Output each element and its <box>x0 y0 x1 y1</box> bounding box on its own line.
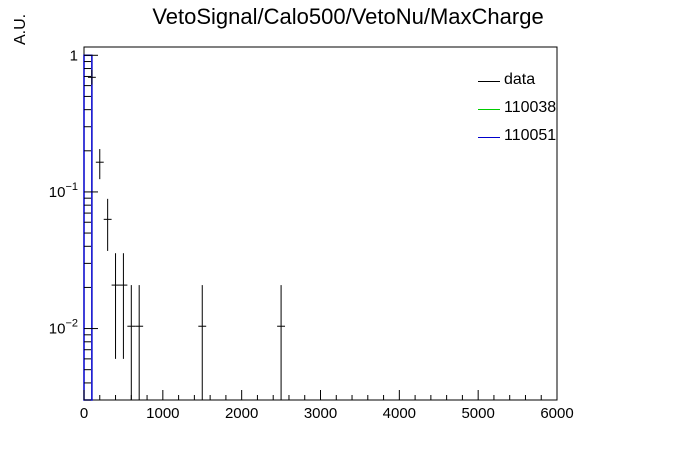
legend-line-110038 <box>478 109 500 110</box>
legend-label-data: data <box>504 71 536 88</box>
data-point <box>198 285 207 400</box>
data-point <box>119 253 128 359</box>
x-tick-label: 4000 <box>383 405 416 422</box>
data-point <box>111 253 120 359</box>
legend-line-data <box>478 81 500 82</box>
legend-line-110051 <box>478 137 500 138</box>
series-110051-bar <box>83 54 93 401</box>
x-tick-label: 5000 <box>461 405 494 422</box>
legend-item-110051: 110051 <box>476 124 586 152</box>
legend: data 110038 110051 <box>476 68 586 152</box>
chart-title: VetoSignal/Calo500/VetoNu/MaxCharge <box>152 4 544 29</box>
y-tick-label: 10−2 <box>49 318 78 338</box>
x-tick-label: 6000 <box>540 405 573 422</box>
chart-marks <box>83 54 286 401</box>
data-point <box>103 198 112 251</box>
y-tick-label: 10−1 <box>49 181 78 201</box>
y-axis-label: A.U. <box>12 13 29 45</box>
legend-label-110038: 110038 <box>504 99 557 116</box>
x-tick-label: 1000 <box>146 405 179 422</box>
x-tick-label: 3000 <box>304 405 337 422</box>
data-point <box>127 285 136 400</box>
data-point <box>87 70 96 85</box>
data-point <box>135 285 144 400</box>
x-tick-label: 0 <box>80 405 88 422</box>
legend-item-data: data <box>476 68 586 96</box>
axis-ticks: 0 1000 2000 3000 4000 5000 6000 1 10−1 10−2 <box>49 47 574 422</box>
data-point <box>277 285 286 400</box>
legend-label-110051: 110051 <box>504 127 557 144</box>
y-tick-label: 1 <box>70 47 78 64</box>
x-tick-label: 2000 <box>225 405 258 422</box>
legend-item-110038: 110038 <box>476 96 586 124</box>
data-point <box>95 149 104 180</box>
